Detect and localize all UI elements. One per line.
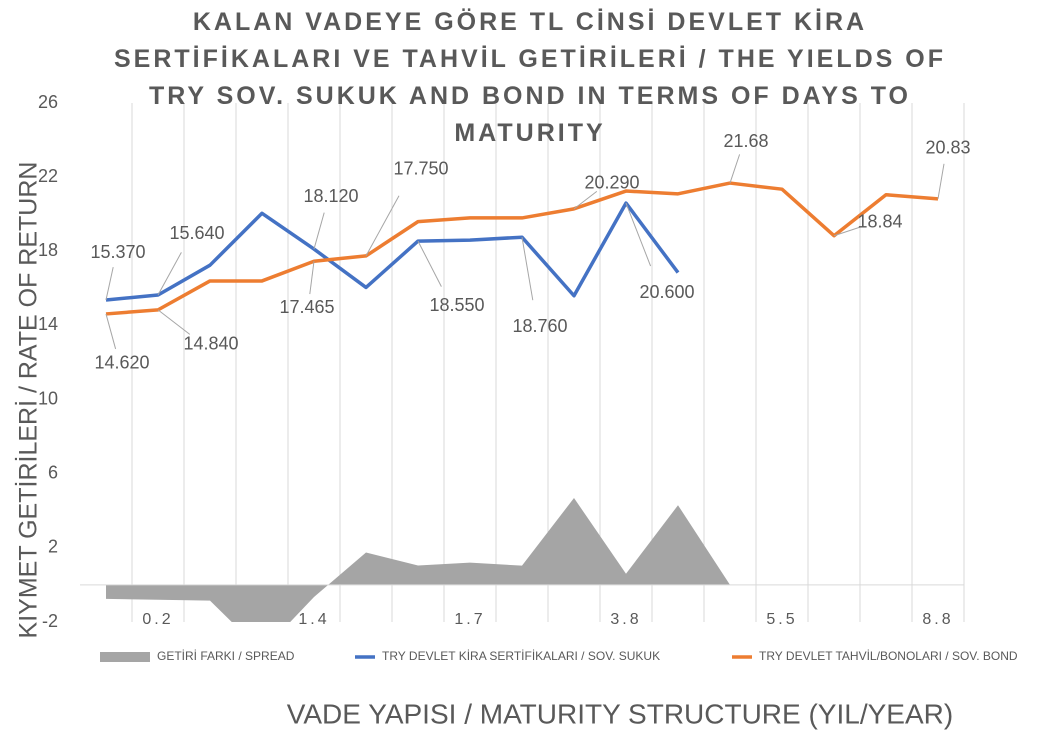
plot-area [105, 181, 939, 622]
data-label: 20.600 [639, 282, 694, 302]
data-label: 21.68 [723, 131, 768, 151]
data-label: 20.83 [925, 138, 970, 158]
leader-line [417, 240, 442, 287]
x-axis-title: VADE YAPISI / MATURITY STRUCTURE (YIL/YE… [287, 698, 953, 729]
data-label: 17.465 [279, 297, 334, 317]
data-label: 20.290 [584, 173, 639, 193]
leader-line [729, 154, 741, 184]
y-tick-label: 22 [38, 166, 58, 186]
y-tick-label: 26 [38, 92, 58, 112]
chart-title: KALAN VADEYE GÖRE TL CİNSİ DEVLET KİRA S… [114, 8, 946, 147]
data-label: 15.640 [169, 223, 224, 243]
leader-line [833, 226, 862, 237]
data-label: 18.120 [303, 186, 358, 206]
y-tick-label: -2 [42, 611, 58, 631]
y-axis-title: KIYMET GETİRİLERİ / RATE OF RETURN [14, 162, 43, 639]
spread-area [106, 497, 730, 622]
y-tick-label: 6 [48, 462, 58, 482]
x-tick-label: 8.8 [922, 611, 953, 628]
legend-label: GETİRİ FARKI / SPREAD [157, 649, 295, 663]
data-label: 14.840 [183, 334, 238, 354]
series-line [105, 201, 680, 302]
legend-label: TRY DEVLET KİRA SERTİFİKALARI / SOV. SUK… [382, 649, 660, 663]
leader-line [625, 202, 652, 267]
legend-swatch [100, 652, 150, 662]
leader-line [157, 252, 182, 296]
data-label: 14.620 [94, 353, 149, 373]
leader-line [573, 190, 598, 210]
leader-line [937, 163, 945, 199]
y-tick-label: 2 [48, 537, 58, 557]
leader-line [521, 237, 534, 301]
legend-label: TRY DEVLET TAHVİL/BONOLARI / SOV. BOND [759, 649, 1018, 663]
leader-line [105, 267, 114, 301]
x-tick-label: 5.5 [766, 611, 797, 628]
y-tick-label: 10 [38, 388, 58, 408]
x-tick-label: 0.2 [142, 611, 173, 628]
x-tick-label: 1.4 [298, 611, 329, 628]
leader-line [309, 261, 315, 295]
leader-line [105, 313, 117, 350]
series-line [105, 181, 939, 316]
y-tick-label: 14 [38, 314, 58, 334]
leader-line [157, 309, 191, 335]
data-label: 18.550 [429, 295, 484, 315]
data-label: 15.370 [90, 242, 145, 262]
x-tick-label: 3.8 [610, 611, 641, 628]
data-label: 17.750 [393, 159, 448, 179]
x-tick-label: 1.7 [454, 611, 485, 628]
leader-line [313, 212, 325, 250]
data-label: 18.760 [512, 316, 567, 336]
leader-line [365, 195, 400, 257]
y-tick-label: 18 [38, 240, 58, 260]
data-label: 18.84 [857, 211, 902, 231]
